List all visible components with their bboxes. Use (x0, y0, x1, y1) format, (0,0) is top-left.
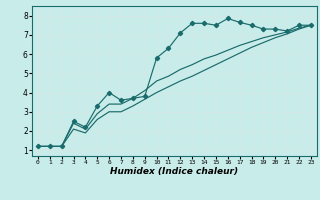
X-axis label: Humidex (Indice chaleur): Humidex (Indice chaleur) (110, 167, 238, 176)
